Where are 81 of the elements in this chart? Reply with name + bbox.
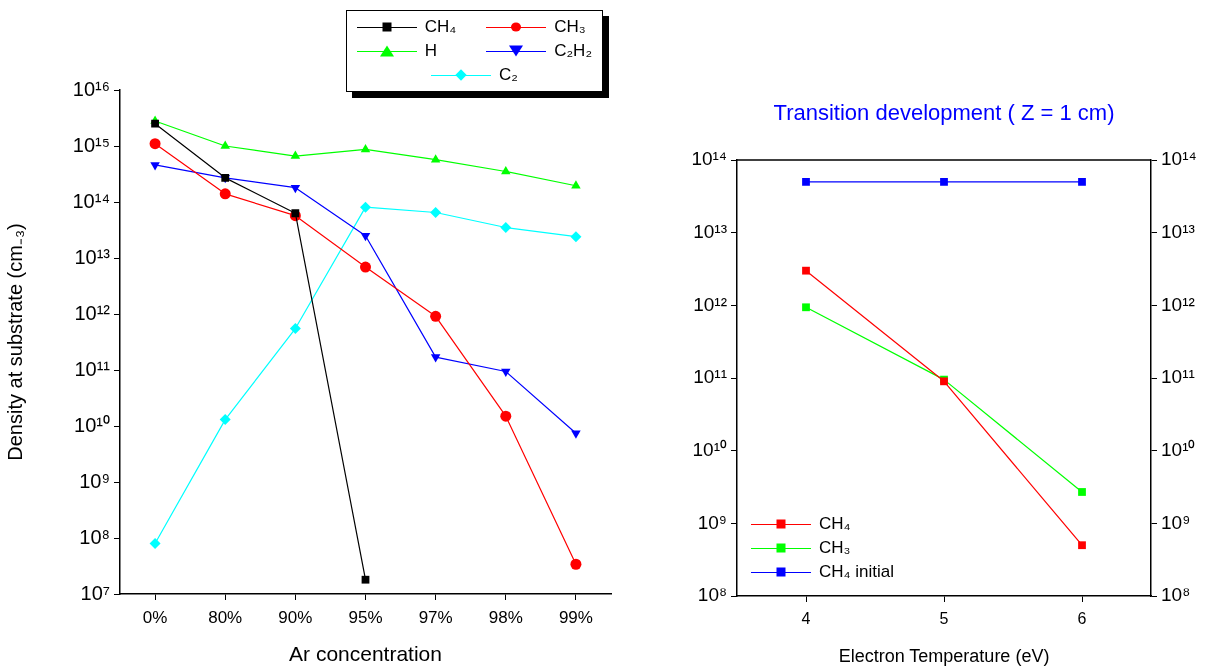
x-tick-label: 99% — [558, 607, 593, 627]
y-tick-label: 10¹⁴ — [1161, 148, 1197, 170]
point — [501, 166, 511, 175]
x-tick-label: 4 — [801, 610, 811, 628]
y-tick-label: 10⁸ — [79, 525, 110, 548]
point — [430, 206, 442, 218]
point — [219, 414, 231, 426]
chart-title: Transition development ( Z = 1 cm) — [773, 100, 1115, 126]
x-tick-label: 98% — [488, 607, 523, 627]
y-tick-label: 10¹² — [74, 301, 111, 324]
point — [1078, 541, 1086, 550]
point — [151, 119, 159, 128]
x-tick-label: 5 — [939, 610, 949, 628]
y-tick-label: 10⁹ — [1161, 511, 1191, 533]
text: 10¹⁴ — [691, 148, 727, 170]
x-tick-label: 90% — [278, 607, 313, 627]
point — [149, 138, 161, 150]
point — [500, 222, 512, 234]
point — [150, 162, 160, 171]
text: 10⁸ — [697, 584, 727, 606]
legend-label: CH₄ — [424, 17, 457, 37]
legend-label: CH₃ — [554, 17, 586, 37]
legend-label: CH₄ — [819, 514, 851, 534]
point — [360, 261, 371, 273]
point — [570, 558, 582, 570]
point — [430, 154, 441, 163]
point — [220, 140, 230, 149]
y-tick-label: 10¹⁰ — [74, 413, 110, 436]
point — [1078, 488, 1086, 496]
y-tick-label: 10⁹ — [79, 469, 110, 492]
y-tick-label: 10¹⁴ — [72, 189, 110, 212]
point — [430, 310, 442, 322]
point — [361, 575, 370, 584]
point — [290, 150, 301, 159]
text: 10¹⁰ — [692, 438, 727, 460]
y-tick-label: 10¹² — [1161, 293, 1195, 315]
y-tick-label: 10¹³ — [74, 245, 111, 268]
y-tick-label: 10⁸ — [1161, 584, 1191, 606]
y-tick-label: 10¹⁵ — [72, 133, 110, 156]
point — [219, 188, 231, 200]
x-axis-title: Electron Temperature (eV) — [838, 646, 1050, 667]
x-tick-label: 80% — [208, 607, 243, 627]
y-tick-label: 10¹⁶ — [72, 77, 110, 100]
point — [149, 537, 161, 549]
point — [802, 266, 810, 275]
point — [570, 231, 582, 243]
y-axis-title: Density at substrate (cm₋₃) — [3, 223, 26, 461]
text: 10¹³ — [693, 220, 727, 242]
point — [940, 177, 948, 186]
y-tick-label: 10¹¹ — [1161, 366, 1195, 388]
x-tick-label: 6 — [1077, 610, 1087, 628]
y-tick-label: 10⁷ — [80, 581, 110, 604]
x-axis-title: Ar concentration — [289, 642, 442, 666]
legend-label: CH₄ initial — [819, 562, 894, 582]
point — [802, 177, 810, 186]
legend-label: C₂H₂ — [554, 41, 592, 61]
point — [802, 303, 810, 312]
point — [571, 430, 581, 439]
y-tick-label: 10¹⁰ — [1161, 438, 1196, 460]
x-tick-label: 0% — [142, 607, 168, 627]
text: 10¹¹ — [693, 366, 727, 388]
point — [360, 143, 371, 153]
point — [1078, 177, 1086, 186]
point — [290, 184, 301, 194]
point — [360, 232, 371, 242]
point — [571, 180, 581, 189]
point — [501, 368, 511, 378]
point — [500, 410, 512, 422]
y-tick-label: 10¹³ — [1161, 220, 1195, 242]
y-tick-label: 10¹¹ — [74, 357, 111, 380]
point — [291, 209, 300, 218]
text: 10¹² — [693, 293, 727, 315]
point — [360, 201, 371, 213]
point — [289, 323, 301, 335]
legend-label: CH₃ — [819, 538, 851, 558]
legend-label: H — [424, 41, 438, 61]
text: 10⁹ — [697, 511, 727, 533]
legend-label: C₂ — [498, 65, 518, 85]
x-tick-label: 95% — [348, 607, 383, 627]
x-tick-label: 97% — [418, 607, 453, 627]
point — [430, 354, 441, 363]
